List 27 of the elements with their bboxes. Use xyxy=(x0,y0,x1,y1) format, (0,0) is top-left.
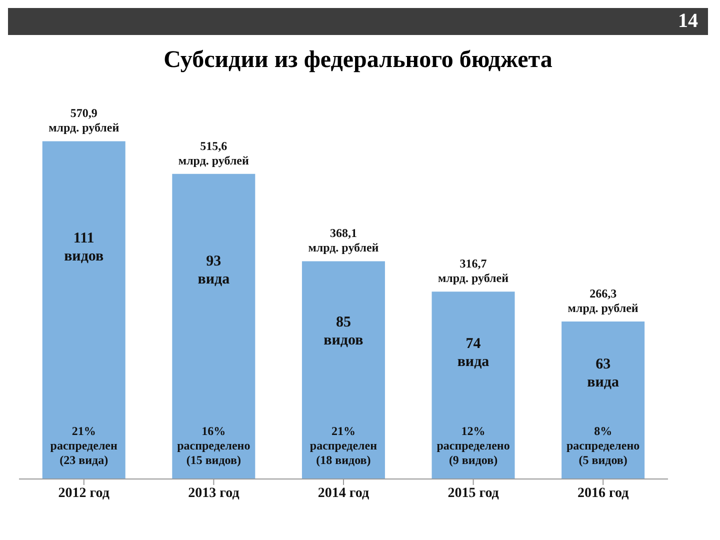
data-label: 266,3 млрд. рублей xyxy=(568,286,638,315)
x-tick-label: 2016 год xyxy=(578,486,629,501)
annotation: 63 вида xyxy=(587,356,620,391)
text: 14 xyxy=(678,10,698,33)
annotation: 111 видов xyxy=(64,230,104,265)
annotation: 21% распределен (23 вида) xyxy=(50,424,118,467)
chart-title: Субсидии из федерального бюджета xyxy=(162,47,554,74)
bar xyxy=(562,321,645,479)
annotation: 12% распределено (9 видов) xyxy=(436,424,510,467)
annotation: 93 вида xyxy=(198,253,230,288)
annotation: 74 вида xyxy=(457,336,490,370)
annotation: 8% распределено (5 видов) xyxy=(566,424,640,467)
data-label: 570,9 млрд. рублей xyxy=(48,106,120,135)
annotation: 85 видов xyxy=(324,314,364,349)
annotation: 21% распределен (18 видов) xyxy=(310,424,378,467)
data-label: 515,6 млрд. рублей xyxy=(178,138,250,168)
x-tick-label: 2015 год xyxy=(448,486,499,501)
x-tick-label: 2012 год xyxy=(58,486,110,501)
bar xyxy=(302,261,385,479)
bar xyxy=(42,141,126,479)
annotation: 16% распределено (15 видов) xyxy=(177,424,250,467)
bar xyxy=(172,174,256,479)
data-label: 368,1 млрд. рублей xyxy=(308,226,379,255)
data-label: 316,7 млрд. рублей xyxy=(438,256,509,286)
x-tick-label: 2014 год xyxy=(318,486,370,501)
x-tick-label: 2013 год xyxy=(188,486,240,501)
bar xyxy=(432,292,515,479)
